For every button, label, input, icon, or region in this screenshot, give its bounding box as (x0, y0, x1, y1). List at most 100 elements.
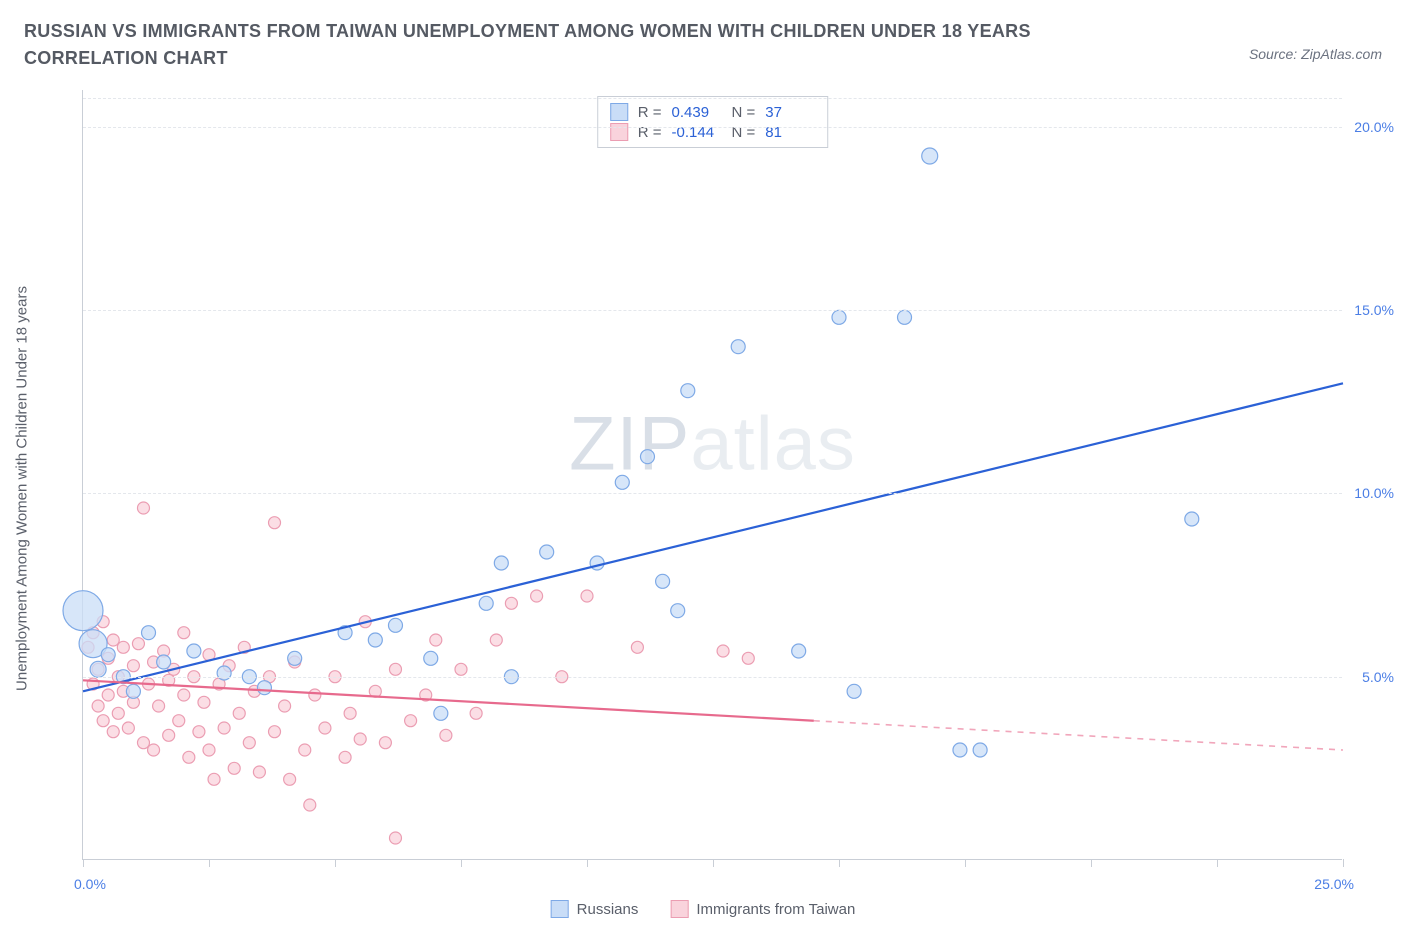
stat-r-label: R = (638, 104, 662, 121)
data-point (656, 574, 670, 588)
legend-item: Immigrants from Taiwan (670, 900, 855, 918)
data-point (183, 751, 195, 763)
gridline-h (83, 677, 1342, 678)
plot-area: ZIPatlas R =0.439N =37R =-0.144N =81 5.0… (82, 90, 1342, 860)
y-tick-label: 15.0% (1354, 302, 1394, 318)
scatter-plot-svg (83, 90, 1342, 859)
data-point (117, 641, 129, 653)
correlation-stats-box: R =0.439N =37R =-0.144N =81 (597, 96, 829, 148)
data-point (243, 737, 255, 749)
data-point (742, 652, 754, 664)
data-point (832, 310, 846, 324)
x-tick (209, 859, 210, 867)
data-point (163, 729, 175, 741)
data-point (157, 655, 171, 669)
data-point (440, 729, 452, 741)
data-point (615, 475, 629, 489)
data-point (494, 556, 508, 570)
data-point (193, 726, 205, 738)
x-tick (335, 859, 336, 867)
data-point (424, 651, 438, 665)
data-point (148, 744, 160, 756)
data-point (101, 648, 115, 662)
series-swatch (610, 103, 628, 121)
x-axis-min-label: 0.0% (74, 876, 106, 892)
x-tick (83, 859, 84, 867)
data-point (107, 634, 119, 646)
data-point (540, 545, 554, 559)
data-point (640, 450, 654, 464)
data-point (102, 689, 114, 701)
data-point (354, 733, 366, 745)
data-point (203, 744, 215, 756)
data-point (455, 663, 467, 675)
data-point (173, 715, 185, 727)
data-point (178, 689, 190, 701)
data-point (344, 707, 356, 719)
data-point (379, 737, 391, 749)
data-point (178, 627, 190, 639)
data-point (731, 340, 745, 354)
y-tick-label: 20.0% (1354, 119, 1394, 135)
data-point (581, 590, 593, 602)
data-point (299, 744, 311, 756)
data-point (284, 773, 296, 785)
data-point (92, 700, 104, 712)
data-point (63, 591, 103, 631)
stat-r-value: 0.439 (672, 104, 722, 121)
data-point (122, 722, 134, 734)
data-point (137, 737, 149, 749)
data-point (319, 722, 331, 734)
stat-n-value: 37 (765, 104, 815, 121)
data-point (490, 634, 502, 646)
data-point (288, 651, 302, 665)
source-attribution: Source: ZipAtlas.com (1249, 46, 1382, 62)
data-point (479, 596, 493, 610)
data-point (269, 517, 281, 529)
data-point (217, 666, 231, 680)
data-point (368, 633, 382, 647)
data-point (142, 626, 156, 640)
chart-legend: Russians Immigrants from Taiwan (551, 900, 856, 918)
x-tick (1343, 859, 1344, 867)
data-point (97, 715, 109, 727)
data-point (531, 590, 543, 602)
data-point (898, 310, 912, 324)
x-tick (461, 859, 462, 867)
data-point (137, 502, 149, 514)
x-tick (839, 859, 840, 867)
x-axis-labels: 0.0% 25.0% (82, 876, 1342, 900)
data-point (187, 644, 201, 658)
data-point (90, 661, 106, 677)
data-point (304, 799, 316, 811)
data-point (309, 689, 321, 701)
data-point (153, 700, 165, 712)
data-point (127, 660, 139, 672)
data-point (953, 743, 967, 757)
data-point (257, 681, 271, 695)
data-point (218, 722, 230, 734)
trend-line (83, 383, 1343, 691)
stat-row: R = 0.439 N = 37 (610, 102, 816, 122)
data-point (1185, 512, 1199, 526)
data-point (339, 751, 351, 763)
data-point (389, 832, 401, 844)
data-point (198, 696, 210, 708)
x-tick (1091, 859, 1092, 867)
data-point (389, 663, 401, 675)
data-point (505, 597, 517, 609)
data-point (233, 707, 245, 719)
legend-label: Russians (577, 901, 639, 918)
data-point (253, 766, 265, 778)
legend-label: Immigrants from Taiwan (696, 901, 855, 918)
legend-swatch (670, 900, 688, 918)
gridline-h (83, 127, 1342, 128)
y-tick-label: 10.0% (1354, 485, 1394, 501)
data-point (434, 706, 448, 720)
data-point (208, 773, 220, 785)
legend-item: Russians (551, 900, 639, 918)
stat-n-label: N = (732, 104, 756, 121)
data-point (228, 762, 240, 774)
gridline-h (83, 98, 1342, 99)
gridline-h (83, 310, 1342, 311)
